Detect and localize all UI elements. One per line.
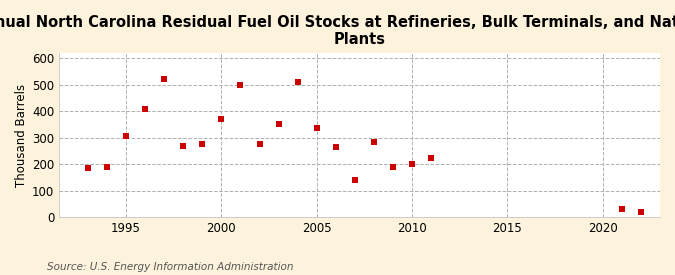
- Point: [311, 126, 322, 131]
- Point: [159, 77, 169, 81]
- Point: [330, 145, 341, 149]
- Point: [369, 139, 379, 144]
- Point: [387, 165, 398, 169]
- Point: [616, 207, 627, 212]
- Point: [350, 178, 360, 182]
- Point: [82, 166, 93, 170]
- Point: [121, 134, 132, 139]
- Point: [178, 144, 188, 148]
- Point: [636, 210, 647, 214]
- Title: Annual North Carolina Residual Fuel Oil Stocks at Refineries, Bulk Terminals, an: Annual North Carolina Residual Fuel Oil …: [0, 15, 675, 47]
- Point: [426, 155, 437, 160]
- Point: [235, 82, 246, 87]
- Point: [254, 142, 265, 147]
- Point: [292, 80, 303, 84]
- Point: [273, 122, 284, 127]
- Point: [216, 117, 227, 121]
- Point: [140, 106, 151, 111]
- Point: [406, 162, 417, 166]
- Y-axis label: Thousand Barrels: Thousand Barrels: [15, 84, 28, 187]
- Point: [101, 165, 112, 169]
- Point: [197, 142, 208, 147]
- Text: Source: U.S. Energy Information Administration: Source: U.S. Energy Information Administ…: [47, 262, 294, 272]
